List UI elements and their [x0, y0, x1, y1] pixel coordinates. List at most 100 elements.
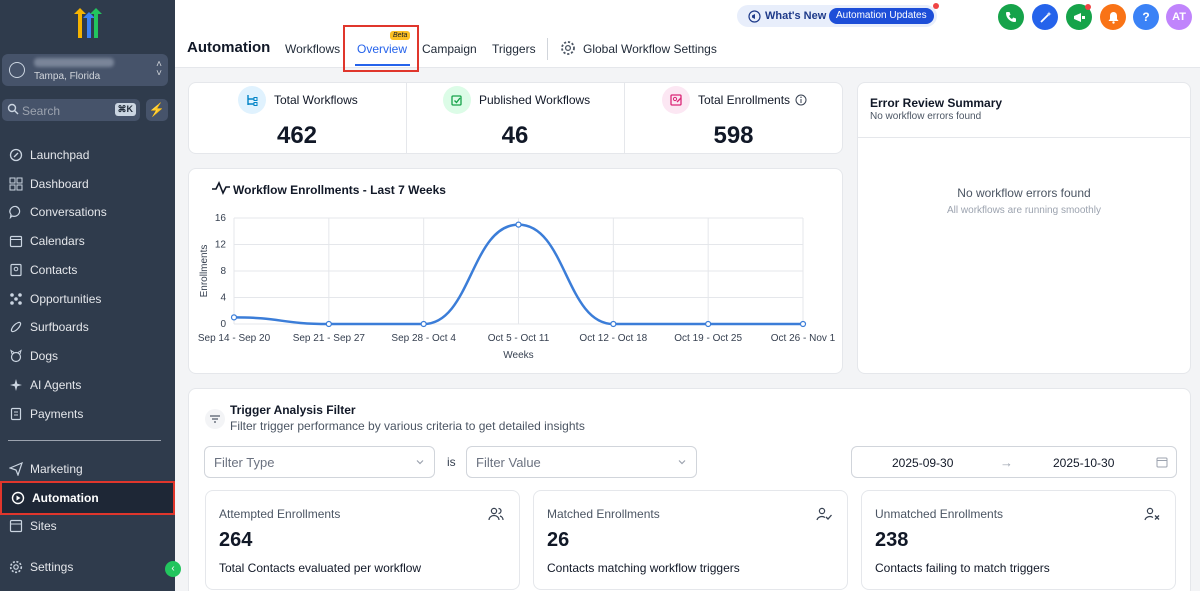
sparkle-icon — [8, 377, 24, 393]
sidebar-item-dogs[interactable]: Dogs — [0, 342, 175, 370]
metric-description: Contacts matching workflow triggers — [547, 561, 740, 575]
stat-total-enrollments: Total Enrollments 598 — [624, 82, 843, 154]
sidebar-item-label: Sites — [30, 519, 57, 533]
filter-value-select[interactable]: Filter Value — [466, 446, 697, 478]
filter-type-placeholder: Filter Type — [214, 455, 275, 470]
stat-published-workflows: Published Workflows 46 — [406, 82, 624, 154]
metric-description: Total Contacts evaluated per workflow — [219, 561, 422, 575]
x-tick-label: Sep 28 - Oct 4 — [391, 333, 456, 344]
sidebar-item-payments[interactable]: Payments — [0, 400, 175, 428]
help-button[interactable]: ? — [1133, 4, 1159, 30]
stats-card — [188, 82, 843, 154]
surfboard-icon — [8, 319, 24, 335]
sidebar-item-opportunities[interactable]: Opportunities — [0, 285, 175, 313]
sidebar-item-sites[interactable]: Sites — [0, 512, 175, 540]
tab-overview[interactable]: Overview — [357, 42, 408, 56]
user-avatar[interactable]: AT — [1166, 4, 1192, 30]
error-card-divider — [858, 137, 1190, 138]
metric-attempted-enrollments: Attempted Enrollments 264 Total Contacts… — [205, 490, 520, 590]
sidebar-item-launchpad[interactable]: Launchpad — [0, 141, 175, 169]
y-tick-label: 16 — [215, 213, 227, 224]
error-empty-message: No workflow errors found — [957, 186, 1091, 200]
arrow-right-icon: → — [1000, 455, 1013, 470]
megaphone-icon — [1073, 12, 1085, 22]
sidebar-item-marketing[interactable]: Marketing — [0, 455, 175, 483]
user-initials: AT — [1172, 11, 1186, 23]
chat-icon — [8, 204, 24, 220]
send-icon — [8, 461, 24, 477]
location-avatar-icon — [9, 62, 25, 78]
account-switcher[interactable]: Tampa, Florida ˄ ˅ — [2, 54, 168, 86]
active-tab-indicator — [355, 64, 410, 66]
sidebar-item-label: Conversations — [30, 205, 107, 219]
tab-workflows[interactable]: Workflows — [285, 42, 341, 56]
opportunities-icon — [8, 291, 24, 307]
dashboard-icon — [8, 176, 24, 192]
data-point — [799, 320, 807, 328]
sidebar-item-settings[interactable]: Settings — [0, 553, 175, 581]
stats-separator — [406, 82, 407, 154]
sidebar-item-label: Contacts — [30, 263, 78, 277]
calendar-icon — [1156, 457, 1168, 468]
megaphone-icon — [748, 10, 761, 23]
sidebar-item-calendars[interactable]: Calendars — [0, 227, 175, 255]
workflow-tree-icon — [238, 86, 266, 114]
filter-type-select[interactable]: Filter Type — [204, 446, 435, 478]
y-tick-label: 8 — [220, 266, 226, 277]
app-logo — [74, 8, 102, 38]
x-tick-label: Oct 12 - Oct 18 — [579, 333, 647, 344]
tab-triggers[interactable]: Triggers — [492, 42, 536, 56]
chevron-down-icon — [416, 460, 424, 465]
x-tick-label: Oct 19 - Oct 25 — [674, 333, 742, 344]
x-tick-label: Oct 5 - Oct 11 — [488, 333, 550, 344]
sidebar-item-dashboard[interactable]: Dashboard — [0, 170, 175, 198]
sidebar-item-surfboards[interactable]: Surfboards — [0, 313, 175, 341]
whats-new-label: What's New — [765, 10, 827, 22]
x-tick-label: Sep 14 - Sep 20 — [198, 333, 271, 344]
global-workflow-settings-link[interactable]: Global Workflow Settings — [583, 42, 717, 56]
notifications-button[interactable] — [1100, 4, 1126, 30]
y-tick-label: 0 — [220, 319, 226, 330]
sidebar-item-automation[interactable]: Automation — [0, 481, 175, 515]
date-start[interactable]: 2025-09-30 — [892, 456, 954, 470]
trigger-analysis-card: Trigger Analysis Filter Filter trigger p… — [188, 388, 1191, 591]
quick-action-bolt-icon[interactable]: ⚡ — [146, 99, 168, 121]
metric-value: 264 — [219, 529, 253, 551]
account-location: Tampa, Florida — [34, 71, 101, 82]
x-axis-label: Weeks — [503, 350, 533, 361]
announcements-button[interactable] — [1066, 4, 1092, 30]
search-input[interactable]: Search ⌘K — [2, 99, 140, 121]
metric-value: 26 — [547, 529, 570, 551]
phone-button[interactable] — [998, 4, 1024, 30]
beta-badge: Beta — [390, 31, 411, 40]
whats-new-banner[interactable]: What's New Automation Updates — [737, 3, 939, 27]
sidebar-item-ai-agents[interactable]: AI Agents — [0, 371, 175, 399]
sidebar-item-contacts[interactable]: Contacts — [0, 256, 175, 284]
x-tick-label: Sep 21 - Sep 27 — [293, 333, 366, 344]
date-range-picker[interactable]: 2025-09-30 → 2025-10-30 — [851, 446, 1177, 478]
error-empty-detail: All workflows are running smoothly — [947, 205, 1101, 216]
notification-dot — [1085, 4, 1091, 10]
metric-matched-enrollments: Matched Enrollments 26 Contacts matching… — [533, 490, 848, 590]
magic-wand-icon — [1039, 11, 1051, 23]
sidebar-item-label: Settings — [30, 560, 74, 574]
info-icon[interactable] — [795, 94, 807, 106]
date-end[interactable]: 2025-10-30 — [1053, 456, 1115, 470]
data-point — [705, 320, 712, 328]
tab-campaign[interactable]: Campaign — [422, 42, 477, 56]
chevron-updown-icon: ˄ ˅ — [156, 59, 162, 79]
sidebar-divider — [8, 440, 161, 441]
sidebar-item-label: Surfboards — [30, 320, 89, 334]
enrollments-chart-card: Workflow Enrollments - Last 7 Weeks 0 4 8 1… — [188, 168, 843, 374]
sidebar-item-conversations[interactable]: Conversations — [0, 198, 175, 226]
sidebar-item-label: Automation — [32, 491, 99, 505]
collapse-sidebar-chevron-icon[interactable]: ‹ — [165, 561, 181, 577]
ai-assist-button[interactable] — [1032, 4, 1058, 30]
data-point — [325, 320, 332, 328]
trigger-filter-subtitle: Filter trigger performance by various cr… — [230, 419, 585, 433]
overview-highlight-box — [343, 25, 419, 72]
data-point — [515, 221, 522, 228]
automation-updates-pill[interactable]: Automation Updates — [829, 8, 934, 24]
stat-label: Total Workflows — [274, 93, 358, 107]
search-shortcut: ⌘K — [114, 103, 136, 116]
